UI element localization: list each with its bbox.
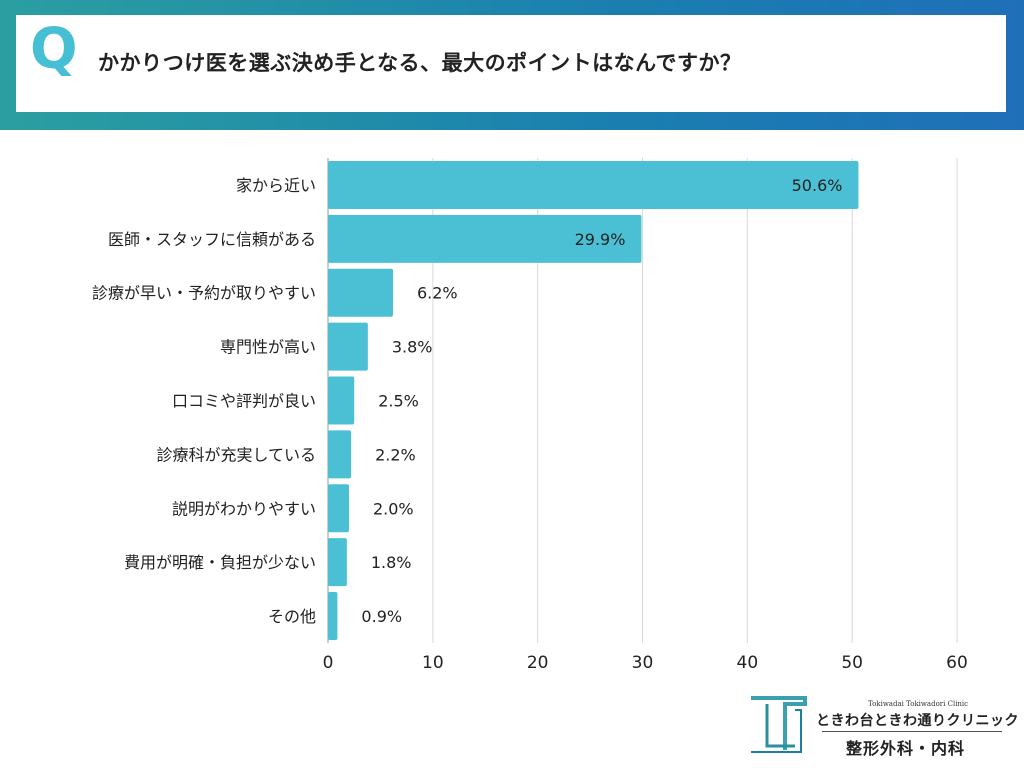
category-label: 家から近い	[236, 176, 316, 195]
x-tick-label: 30	[632, 653, 654, 673]
x-tick-label: 40	[737, 653, 759, 673]
x-tick-label: 10	[422, 653, 444, 673]
value-label: 1.8%	[371, 553, 412, 572]
category-label: 費用が明確・負担が少ない	[124, 553, 316, 572]
bar	[328, 484, 349, 533]
x-tick-label: 60	[946, 653, 968, 673]
question-mark-letter: Q	[30, 17, 78, 82]
x-tick-label: 0	[323, 653, 334, 673]
clinic-name-ja: ときわ台ときわ通りクリニック	[816, 713, 1019, 729]
bar	[328, 322, 368, 371]
clinic-name-en: Tokiwadai Tokiwadori Clinic	[868, 700, 969, 708]
category-label: 診療科が充実している	[156, 445, 316, 464]
logo-divider	[822, 731, 1002, 732]
category-label: その他	[268, 607, 316, 626]
category-label: 医師・スタッフに信頼がある	[108, 230, 316, 249]
bar	[328, 268, 393, 317]
x-tick-label: 50	[841, 653, 863, 673]
category-label: 診療が早い・予約が取りやすい	[92, 284, 316, 303]
clinic-logo-icon	[751, 696, 807, 753]
bar	[328, 376, 355, 425]
bar	[328, 592, 338, 641]
x-tick-label: 20	[527, 653, 549, 673]
value-label: 2.2%	[375, 445, 416, 464]
value-label: 2.0%	[373, 499, 414, 518]
value-label: 50.6%	[792, 176, 843, 195]
value-label: 3.8%	[392, 338, 433, 357]
bar-chart: 0 10 20 30 40 50 60 家から近い 50.6% 医師・スタッフに信頼がある 29.9…	[92, 158, 968, 673]
category-label: 口コミや評判が良い	[172, 392, 316, 411]
value-label: 2.5%	[378, 392, 419, 411]
value-label: 6.2%	[417, 284, 458, 303]
bar	[328, 214, 642, 263]
bar	[328, 160, 859, 209]
value-label: 29.9%	[575, 230, 626, 249]
value-label: 0.9%	[361, 607, 402, 626]
category-label: 説明がわかりやすい	[172, 499, 316, 518]
bar	[328, 430, 352, 479]
question-banner	[0, 0, 1024, 130]
question-text: かかりつけ医を選ぶ決め手となる、最大のポイントはなんですか？	[98, 51, 742, 75]
clinic-departments: 整形外科・内科	[846, 739, 966, 758]
question-panel	[16, 15, 1006, 112]
category-label: 専門性が高い	[220, 338, 316, 357]
bar	[328, 538, 347, 587]
